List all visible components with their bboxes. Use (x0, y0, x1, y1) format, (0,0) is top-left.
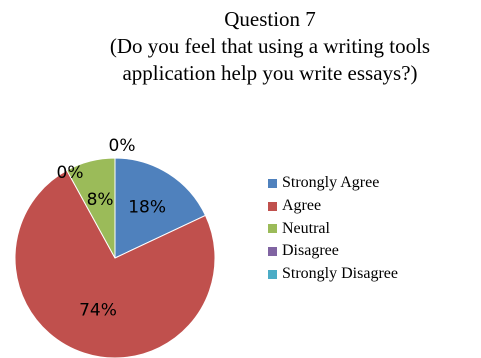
data-label-agree: 74% (79, 300, 117, 320)
chart-title-line-2: (Do you feel that using a writing tools (109, 34, 431, 58)
legend-item-strongly-agree: Strongly Agree (268, 172, 398, 195)
legend-swatch (268, 269, 277, 279)
legend-item-strongly-disagree: Strongly Disagree (268, 263, 398, 286)
legend-swatch (268, 246, 277, 256)
pie-slice-agree (14, 169, 216, 358)
legend-swatch (268, 201, 277, 211)
legend-label: Disagree (282, 242, 339, 260)
legend-label: Agree (282, 197, 322, 215)
pie-slice-strongly-agree (114, 157, 207, 259)
legend-label: Strongly Agree (282, 174, 380, 192)
legend-label: Strongly Disagree (282, 265, 398, 283)
legend: Strongly Agree Agree Neutral Disagree St… (268, 172, 398, 285)
data-label-disagree: 0% (57, 163, 84, 183)
chart-title-line-1: Question 7 (224, 7, 316, 31)
data-label-neutral: 8% (87, 190, 114, 210)
data-label-strongly-disagree: 0% (109, 136, 136, 156)
legend-item-neutral: Neutral (268, 217, 398, 240)
legend-label: Neutral (282, 219, 330, 237)
legend-swatch (268, 224, 277, 234)
legend-item-agree: Agree (268, 195, 398, 218)
data-label-strongly-agree: 18% (128, 197, 166, 217)
chart-title: Question 7 (Do you feel that using a wri… (70, 6, 470, 87)
legend-swatch (268, 178, 277, 188)
pie-slice-neutral (66, 157, 116, 259)
chart-title-line-3: application help you write essays?) (122, 61, 418, 85)
legend-item-disagree: Disagree (268, 240, 398, 263)
